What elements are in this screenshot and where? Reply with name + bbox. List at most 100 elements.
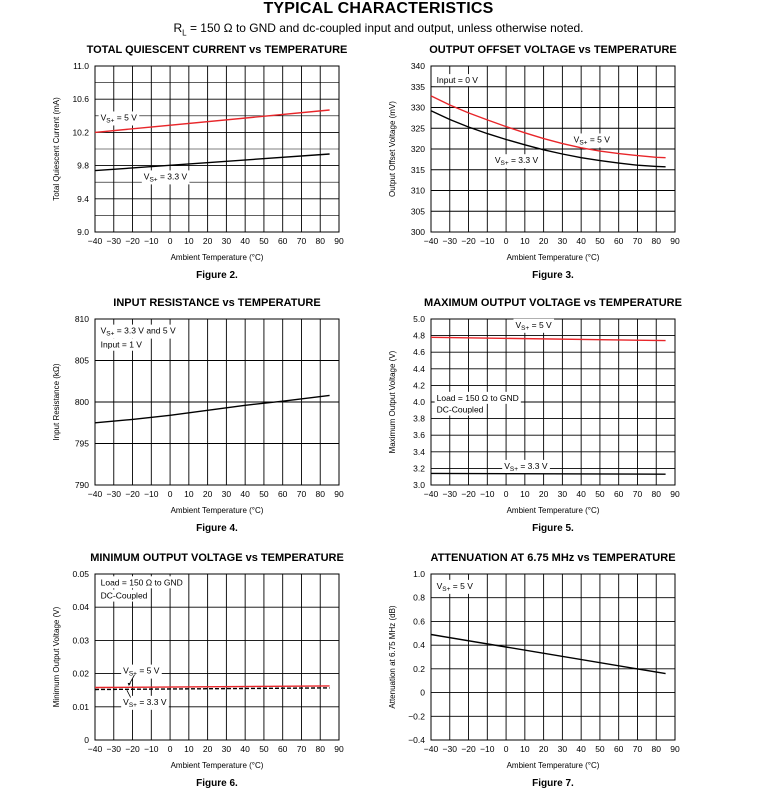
y-tick-label: 10.6 [72,94,89,104]
annotation-main: Load = 150 Ω to GND [101,577,183,587]
series-line [94,685,330,689]
x-tick-label: 70 [297,489,307,499]
annotation-main: V [101,326,107,336]
annotation-bg [502,459,550,474]
annotation-sub: S+ [129,702,137,709]
subtitle-r-sub: L [182,28,187,38]
annotation-rest: = 3.3 V and 5 V [114,326,176,336]
annotation-main: V [495,155,501,165]
y-axis-label: Attenuation at 6.75 MHz (dB) [388,605,397,709]
annotation-bg [121,664,162,679]
annotation-sub: S+ [106,331,114,338]
y-tick-label: 325 [411,123,425,133]
x-tick-label: 40 [240,744,250,754]
chart-title: OUTPUT OFFSET VOLTAGE vs TEMPERATURE [429,44,677,56]
y-axis-label: Minimum Output Voltage (V) [52,606,61,707]
x-tick-label: −40 [88,489,103,499]
y-tick-label: 805 [75,356,89,366]
y-tick-label: 335 [411,82,425,92]
annotation-sub: S+ [500,160,508,167]
x-tick-label: 10 [184,489,194,499]
x-tick-label: −30 [443,236,458,246]
y-tick-label: 3.4 [413,447,425,457]
annotation-main: V [515,320,521,330]
x-tick-label: 70 [297,236,307,246]
x-tick-label: −20 [125,236,140,246]
annotation-bg [513,318,555,333]
annotation-main: Load = 150 Ω to GND [437,393,519,403]
x-tick-label: −30 [443,744,458,754]
annotation: VS+ = 5 V [574,134,611,146]
y-tick-label: 330 [411,103,425,113]
annotation: Input = 1 V [101,340,143,350]
y-axis-label: Input Resistance (kΩ) [52,363,61,440]
chart-title: TOTAL QUIESCENT CURRENT vs TEMPERATURE [87,44,348,56]
y-tick-label: 800 [75,397,89,407]
chart-title: ATTENUATION AT 6.75 MHz vs TEMPERATURE [430,552,675,564]
x-tick-label: −10 [480,489,495,499]
annotation-bg [141,170,190,185]
annotation: Input = 0 V [437,75,479,85]
annotation-sub: S+ [106,117,114,124]
plot-frame [430,65,676,233]
x-tick-label: 40 [240,489,250,499]
plot-frame [430,573,676,741]
y-tick-label: 3.2 [413,463,425,473]
y-tick-label: 0.02 [72,669,89,679]
annotation-main: V [123,666,129,676]
x-tick-label: 50 [259,236,269,246]
chart-3: OUTPUT OFFSET VOLTAGE vs TEMPERATURE−40−… [388,44,680,281]
annotation-rest: = 5 V [587,134,610,144]
x-tick-label: −10 [480,744,495,754]
annotation-bg [98,111,140,126]
annotation-sub: S+ [442,586,450,593]
annotation-rest: = 5 V [137,666,160,676]
y-tick-label: 790 [75,480,89,490]
y-tick-label: 9.4 [77,194,89,204]
annotation-sub: S+ [579,139,587,146]
annotation-bg [434,579,476,594]
figure6-leaders [126,674,135,698]
chart-6: MINIMUM OUTPUT VOLTAGE vs TEMPERATURE −40… [52,552,344,789]
y-tick-label: 4.0 [413,397,425,407]
x-axis-label: Ambient Temperature (°C) [171,761,264,770]
annotation: DC-Coupled [437,404,484,414]
x-tick-label: 10 [184,744,194,754]
x-tick-label: 40 [576,236,586,246]
annotation-bg [98,338,145,351]
x-tick-label: 30 [558,489,568,499]
x-tick-label: 10 [520,236,530,246]
x-tick-label: 10 [520,744,530,754]
annotation: VS+ = 3.3 V and 5 V [101,326,176,338]
annotation: Load = 150 Ω to GND [101,577,183,587]
x-tick-label: 10 [184,236,194,246]
x-tick-label: 90 [670,744,680,754]
figure-caption: Figure 7. [532,778,574,789]
x-tick-label: 20 [203,744,213,754]
annotation-main: Input = 1 V [101,340,143,350]
x-tick-label: −10 [144,489,159,499]
x-tick-label: −30 [443,489,458,499]
x-tick-label: −10 [144,236,159,246]
annotation-sub: S+ [149,176,157,183]
y-tick-label: 4.8 [413,331,425,341]
annotation-bg [492,154,541,169]
chart-title: MINIMUM OUTPUT VOLTAGE vs TEMPERATURE [90,552,344,564]
y-tick-label: 11.0 [73,61,89,71]
x-tick-label: −20 [125,489,140,499]
annotation-main: V [123,697,129,707]
y-tick-label: 3.6 [413,430,425,440]
x-tick-label: −40 [88,744,103,754]
annotation: VS+ = 5 V [123,666,160,678]
annotation-main: Input = 0 V [437,75,479,85]
figure-caption: Figure 6. [196,778,238,789]
y-tick-label: 340 [411,61,425,71]
annotation-sub: S+ [129,671,137,678]
x-tick-label: −10 [144,744,159,754]
x-tick-label: 30 [558,744,568,754]
y-tick-label: 315 [411,165,425,175]
annotation-main: V [504,461,510,471]
x-tick-label: −40 [88,236,103,246]
chart-5: MAXIMUM OUTPUT VOLTAGE vs TEMPERATURE −40… [388,297,682,534]
x-tick-label: 90 [334,744,344,754]
